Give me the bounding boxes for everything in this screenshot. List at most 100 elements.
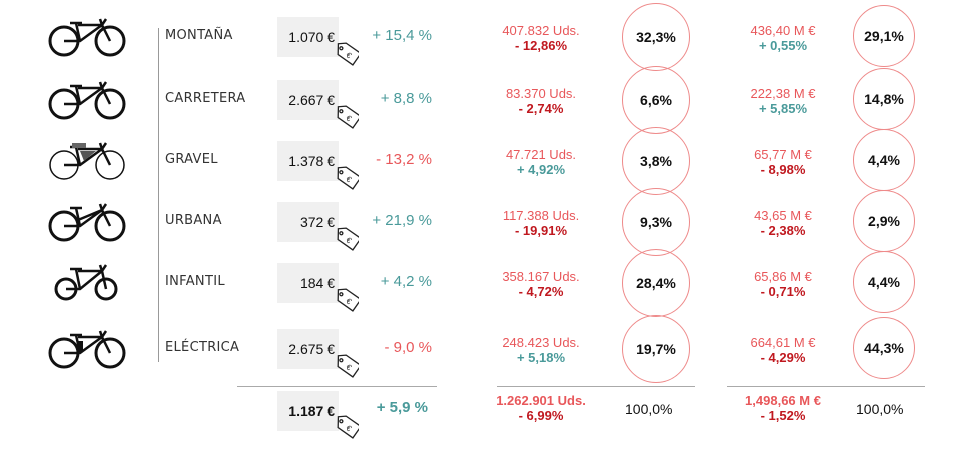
- avg-price: 2.667 €: [277, 80, 339, 120]
- price-change: + 8,8 %: [380, 90, 432, 107]
- total-divider-units: [497, 386, 695, 387]
- total-revenue: 1,498,66 M € - 1,52%: [722, 393, 844, 423]
- avg-price: 184 €: [277, 263, 339, 303]
- revenue-value: 222,38 M €: [750, 86, 816, 101]
- total-row: 1.187 € € + 5,9 % 1.262.901 Uds. - 6,99% …: [0, 391, 980, 470]
- price-change: + 15,4 %: [372, 27, 432, 44]
- units-change: - 2,74%: [518, 101, 564, 116]
- price-tag-icon: €: [337, 105, 359, 129]
- units-share-circle: 28,4%: [622, 249, 690, 317]
- mountain-bike-icon: [48, 18, 126, 57]
- revenue-value: 436,40 M €: [750, 23, 816, 38]
- price-tag-icon: €: [337, 415, 359, 439]
- revenue-share-circle: 4,4%: [853, 251, 915, 313]
- price-change: + 21,9 %: [372, 212, 432, 229]
- category-label: CARRETERA: [165, 91, 246, 106]
- kids-bike-icon: [54, 264, 118, 301]
- price-change: - 9,0 %: [384, 339, 432, 356]
- revenue-block: 222,38 M € + 5,85%: [722, 86, 844, 116]
- revenue-block: 436,40 M € + 0,55%: [722, 23, 844, 53]
- svg-text:€: €: [344, 235, 353, 245]
- svg-text:€: €: [344, 423, 353, 433]
- revenue-block: 43,65 M € - 2,38%: [722, 208, 844, 238]
- revenue-change: - 8,98%: [760, 162, 806, 177]
- price-change: + 4,2 %: [380, 273, 432, 290]
- electric-bike-icon: [48, 330, 126, 369]
- total-divider-price: [237, 386, 437, 387]
- total-divider-revenue: [727, 386, 925, 387]
- svg-text:€: €: [344, 50, 353, 60]
- revenue-share-circle: 2,9%: [853, 190, 915, 252]
- revenue-block: 664,61 M € - 4,29%: [722, 335, 844, 365]
- avg-price: 1.070 €: [277, 17, 339, 57]
- category-row: ELÉCTRICA 2.675 € € - 9,0 % 248.423 Uds.…: [0, 315, 980, 411]
- category-label: URBANA: [165, 213, 222, 228]
- revenue-change: - 2,38%: [760, 223, 806, 238]
- revenue-value: 43,65 M €: [754, 208, 812, 223]
- units-share-circle: 3,8%: [622, 127, 690, 195]
- total-units: 1.262.901 Uds. - 6,99%: [480, 393, 602, 423]
- total-units-change: - 6,99%: [518, 408, 564, 423]
- category-label: GRAVEL: [165, 152, 218, 167]
- price-tag-icon: €: [337, 288, 359, 312]
- total-price-change: + 5,9 %: [376, 399, 428, 416]
- category-divider: [158, 28, 159, 362]
- category-row: MONTAÑA 1.070 € € + 15,4 % 407.832 Uds. -…: [0, 3, 980, 99]
- units-block: 117.388 Uds. - 19,91%: [480, 208, 602, 238]
- units-block: 407.832 Uds. - 12,86%: [480, 23, 602, 53]
- units-change: + 5,18%: [516, 350, 566, 365]
- urban-bike-icon: [48, 203, 126, 242]
- units-block: 83.370 Uds. - 2,74%: [480, 86, 602, 116]
- avg-price: 2.675 €: [277, 329, 339, 369]
- price-tag-icon: €: [337, 227, 359, 251]
- total-revenue-share: 100,0%: [856, 401, 904, 417]
- price-tag-icon: €: [337, 166, 359, 190]
- category-label: INFANTIL: [165, 274, 225, 289]
- units-value: 248.423 Uds.: [502, 335, 580, 350]
- units-value: 407.832 Uds.: [502, 23, 580, 38]
- units-value: 358.167 Uds.: [502, 269, 580, 284]
- category-row: INFANTIL 184 € € + 4,2 % 358.167 Uds. - 4…: [0, 249, 980, 345]
- gravel-bike-icon: [49, 142, 125, 180]
- revenue-change: + 5,85%: [758, 101, 808, 116]
- revenue-share-circle: 29,1%: [853, 5, 915, 67]
- units-change: + 4,92%: [516, 162, 566, 177]
- units-share-circle: 19,7%: [622, 315, 690, 383]
- revenue-share-circle: 4,4%: [853, 129, 915, 191]
- svg-text:€: €: [344, 174, 353, 184]
- units-share-circle: 32,3%: [622, 3, 690, 71]
- revenue-block: 65,77 M € - 8,98%: [722, 147, 844, 177]
- total-price: 1.187 €: [277, 391, 339, 431]
- price-tag-icon: €: [337, 42, 359, 66]
- price-tag-icon: €: [337, 354, 359, 378]
- revenue-change: - 0,71%: [760, 284, 806, 299]
- units-block: 358.167 Uds. - 4,72%: [480, 269, 602, 299]
- category-label: MONTAÑA: [165, 28, 233, 43]
- units-value: 83.370 Uds.: [505, 86, 577, 101]
- category-row: CARRETERA 2.667 € € + 8,8 % 83.370 Uds. -…: [0, 66, 980, 162]
- category-label: ELÉCTRICA: [165, 340, 240, 355]
- units-value: 117.388 Uds.: [502, 208, 580, 223]
- total-units-value: 1.262.901 Uds.: [496, 393, 586, 408]
- units-block: 47.721 Uds. + 4,92%: [480, 147, 602, 177]
- units-change: - 4,72%: [518, 284, 564, 299]
- category-row: URBANA 372 € € + 21,9 % 117.388 Uds. - 19…: [0, 188, 980, 284]
- revenue-value: 664,61 M €: [750, 335, 816, 350]
- revenue-value: 65,86 M €: [754, 269, 812, 284]
- price-change: - 13,2 %: [376, 151, 432, 168]
- road-bike-icon: [48, 81, 126, 120]
- revenue-share-circle: 44,3%: [853, 317, 915, 379]
- units-value: 47.721 Uds.: [505, 147, 577, 162]
- total-units-share: 100,0%: [625, 401, 673, 417]
- units-change: - 19,91%: [514, 223, 568, 238]
- svg-text:€: €: [344, 113, 353, 123]
- avg-price: 372 €: [277, 202, 339, 242]
- units-block: 248.423 Uds. + 5,18%: [480, 335, 602, 365]
- svg-text:€: €: [344, 362, 353, 372]
- revenue-change: + 0,55%: [758, 38, 808, 53]
- total-revenue-value: 1,498,66 M €: [745, 393, 821, 408]
- units-change: - 12,86%: [514, 38, 568, 53]
- category-row: GRAVEL 1.378 € € - 13,2 % 47.721 Uds. + 4…: [0, 127, 980, 223]
- revenue-block: 65,86 M € - 0,71%: [722, 269, 844, 299]
- units-share-circle: 9,3%: [622, 188, 690, 256]
